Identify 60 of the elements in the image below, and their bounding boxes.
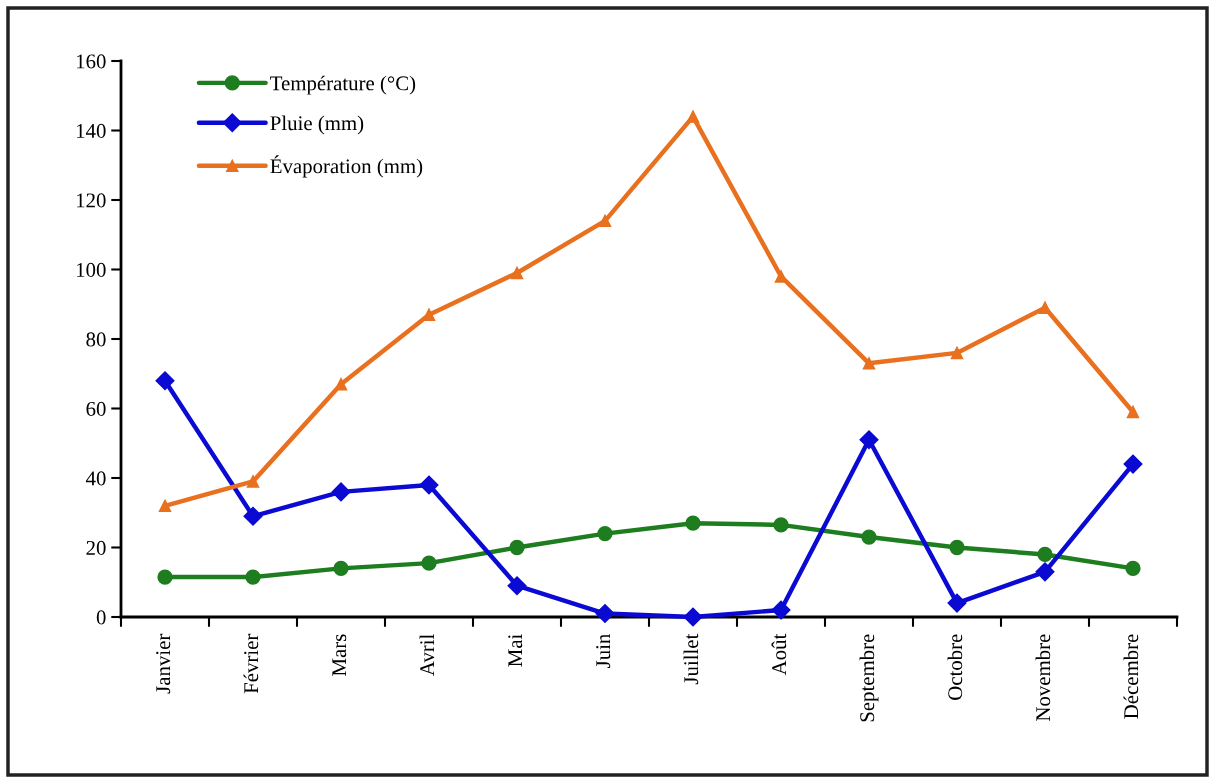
point bbox=[947, 593, 967, 613]
point bbox=[771, 600, 791, 620]
point bbox=[334, 377, 348, 391]
point bbox=[598, 214, 612, 228]
y-tick-label: 100 bbox=[77, 262, 106, 277]
point bbox=[510, 266, 524, 280]
y-tick-label: 40 bbox=[85, 471, 106, 486]
point bbox=[859, 430, 879, 450]
y-tick-label: 60 bbox=[86, 401, 106, 416]
point bbox=[861, 529, 877, 545]
x-tick-label: Juillet bbox=[683, 633, 699, 685]
point bbox=[158, 499, 172, 513]
x-tick-label: Mai bbox=[508, 634, 523, 667]
point bbox=[862, 357, 876, 370]
y-tick-label: 0 bbox=[96, 610, 106, 625]
x-tick-label: Septembre bbox=[859, 634, 879, 722]
point bbox=[1035, 562, 1055, 582]
point bbox=[1126, 405, 1140, 419]
point bbox=[949, 539, 965, 556]
x-tick-label: Décembre bbox=[1123, 634, 1139, 719]
x-tick-label: Avril bbox=[419, 634, 435, 676]
legend-label: Pluie (mm) bbox=[270, 115, 364, 135]
point bbox=[597, 525, 613, 542]
point bbox=[245, 569, 261, 585]
y-tick-label: 160 bbox=[77, 54, 106, 69]
y-tick-label: 140 bbox=[77, 123, 106, 138]
point bbox=[950, 346, 964, 360]
point bbox=[1125, 560, 1141, 576]
x-tick-label: Novembre bbox=[1035, 634, 1051, 721]
point bbox=[333, 560, 349, 576]
point bbox=[683, 607, 703, 627]
point bbox=[157, 569, 173, 585]
point bbox=[685, 515, 701, 531]
point bbox=[1123, 454, 1143, 474]
x-tick-label: Janvier bbox=[156, 633, 171, 694]
point bbox=[1038, 301, 1052, 314]
y-tick-label: 80 bbox=[86, 332, 106, 347]
legend-label: Température (°C) bbox=[270, 75, 416, 95]
point bbox=[509, 539, 525, 556]
point bbox=[1037, 546, 1053, 563]
point bbox=[686, 110, 700, 123]
x-tick-label: Août bbox=[771, 633, 787, 676]
point bbox=[421, 555, 437, 571]
x-tick-label: Mars bbox=[332, 634, 347, 676]
point bbox=[422, 308, 436, 321]
point bbox=[507, 576, 527, 596]
point bbox=[774, 270, 788, 283]
y-tick-label: 20 bbox=[86, 540, 106, 555]
point bbox=[243, 506, 263, 526]
point bbox=[595, 603, 615, 624]
point bbox=[155, 371, 175, 391]
point bbox=[331, 482, 351, 502]
point bbox=[246, 475, 260, 488]
x-tick-label: Octobre bbox=[947, 634, 963, 700]
point bbox=[773, 517, 789, 533]
x-tick-label: Février bbox=[243, 633, 259, 694]
x-tick-label: Juin bbox=[596, 633, 611, 668]
point bbox=[419, 475, 439, 495]
legend-label: Évaporation (mm) bbox=[270, 155, 423, 178]
y-tick-label: 120 bbox=[77, 193, 106, 208]
